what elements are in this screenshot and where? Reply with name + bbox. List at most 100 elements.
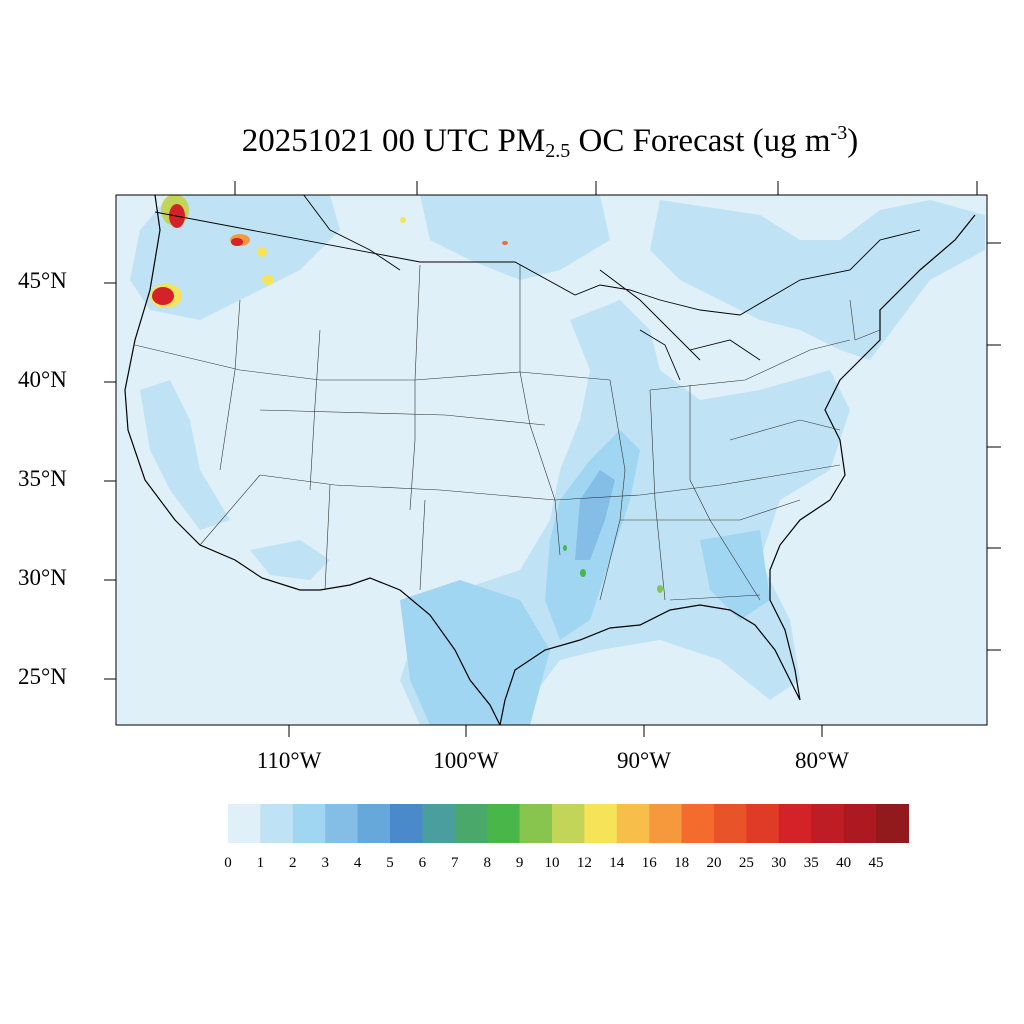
colorbar-box-4 xyxy=(357,804,391,843)
hotspot-alabama xyxy=(657,585,663,593)
colorbar-label-7: 7 xyxy=(451,855,459,871)
colorbar-box-9 xyxy=(519,804,553,843)
map-area xyxy=(116,195,987,725)
lon-label-80: 80°W xyxy=(795,748,849,773)
lat-label-40: 40°N xyxy=(18,367,67,392)
colorbar-label-0: 0 xyxy=(224,855,232,871)
title-superscript: -3 xyxy=(830,122,848,144)
title-prefix: 20251021 00 UTC PM xyxy=(241,123,546,159)
field-arkansas xyxy=(575,470,615,560)
hotspot-texas-east xyxy=(563,545,567,551)
colorbar-box-1 xyxy=(260,804,294,843)
hotspot-louisiana xyxy=(580,569,586,577)
colorbar-box-0 xyxy=(228,804,261,843)
concentration-field xyxy=(130,195,985,725)
colorbar-box-11 xyxy=(584,804,618,843)
colorbar-box-10 xyxy=(552,804,585,843)
hotspot-idaho-core xyxy=(231,238,243,246)
field-texas xyxy=(400,580,550,725)
boundary-arizona xyxy=(324,484,331,591)
lon-label-90: 90°W xyxy=(617,748,671,773)
colorbar-label-4: 4 xyxy=(353,855,362,871)
colorbar xyxy=(228,804,909,843)
colorbar-box-14 xyxy=(681,804,715,843)
colorbar-box-18 xyxy=(811,804,845,843)
colorbar-box-15 xyxy=(714,804,747,843)
colorbar-box-17 xyxy=(778,804,812,843)
colorbar-label-18: 35 xyxy=(803,855,819,871)
colorbar-box-19 xyxy=(843,804,877,843)
colorbar-box-7 xyxy=(454,804,488,843)
colorbar-box-13 xyxy=(649,804,683,843)
hotspot-montana-b xyxy=(262,275,274,285)
boundary-wyoming xyxy=(309,329,321,491)
colorbar-label-11: 12 xyxy=(576,855,592,871)
lat-label-45: 45°N xyxy=(18,268,67,293)
hotspot-oregon-core xyxy=(152,287,174,305)
boundary-new-england xyxy=(849,299,881,341)
colorbar-label-10: 10 xyxy=(544,855,560,871)
boundary-alabama xyxy=(649,389,666,601)
colorbar-label-1: 1 xyxy=(256,855,265,871)
colorbar-box-3 xyxy=(325,804,359,843)
northern-border xyxy=(154,211,921,316)
field-southwest xyxy=(250,540,330,580)
field-northeast xyxy=(650,200,985,360)
colorbar-box-12 xyxy=(616,804,650,843)
boundary-florida xyxy=(669,594,761,601)
colorbar-label-12: 14 xyxy=(609,855,625,871)
state-boundaries xyxy=(134,264,881,601)
boundary-mississippi xyxy=(599,379,626,601)
map-frame xyxy=(115,194,988,726)
boundary-new-mexico xyxy=(419,499,426,591)
colorbar-label-15: 20 xyxy=(706,855,722,871)
map-title: 20251021 00 UTC PM2.5 OC Forecast (ug m-… xyxy=(0,122,1024,163)
colorbar-label-3: 3 xyxy=(321,855,329,871)
title-suffix: ) xyxy=(847,123,859,159)
fire-hotspots xyxy=(150,195,663,593)
colorbar-label-9: 9 xyxy=(515,855,524,871)
colorbar-label-6: 6 xyxy=(418,855,427,871)
lat-label-35: 35°N xyxy=(18,466,67,491)
colorbar-label-19: 40 xyxy=(836,855,852,871)
boundary-ohio xyxy=(649,339,851,391)
colorbar-label-14: 18 xyxy=(674,855,690,871)
lon-label-100: 100°W xyxy=(433,748,499,773)
title-middle: OC Forecast (ug m xyxy=(570,123,831,159)
coastline xyxy=(124,195,976,725)
colorbar-label-16: 25 xyxy=(738,855,754,871)
colorbar-label-13: 16 xyxy=(641,855,657,871)
boundary-carolinas xyxy=(620,499,801,521)
colorbar-box-2 xyxy=(292,804,326,843)
colorbar-box-6 xyxy=(422,804,456,843)
boundary-row-a xyxy=(134,344,611,381)
boundary-row-b xyxy=(259,409,546,426)
colorbar-box-5 xyxy=(390,804,423,843)
colorbar-label-5: 5 xyxy=(386,855,394,871)
title-subscript: 2.5 xyxy=(545,140,571,162)
boundary-virginia xyxy=(729,419,841,441)
boundary-georgia xyxy=(689,385,761,601)
colorbar-box-20 xyxy=(876,804,909,843)
boundary-row-c xyxy=(259,464,841,501)
hotspot-canada xyxy=(400,217,406,223)
colorbar-label-2: 2 xyxy=(289,855,297,871)
boundary-minnesota xyxy=(519,265,561,556)
field-northwest xyxy=(130,195,340,320)
lat-label-25: 25°N xyxy=(18,664,67,689)
colorbar-box-8 xyxy=(487,804,521,843)
great-lakes xyxy=(303,195,761,381)
field-california xyxy=(140,380,230,530)
lat-label-30: 30°N xyxy=(18,565,67,590)
boundary-idaho xyxy=(219,299,241,471)
boundary-nevada xyxy=(199,474,261,546)
axis-ticks xyxy=(104,181,1001,737)
field-north xyxy=(420,195,610,280)
lon-label-110: 110°W xyxy=(256,748,322,773)
colorbar-label-17: 30 xyxy=(771,855,787,871)
hotspot-montana-a xyxy=(257,247,267,257)
colorbar-label-8: 8 xyxy=(483,855,491,871)
colorbar-label-20: 45 xyxy=(868,855,884,871)
hotspot-north-dakota xyxy=(502,241,508,245)
